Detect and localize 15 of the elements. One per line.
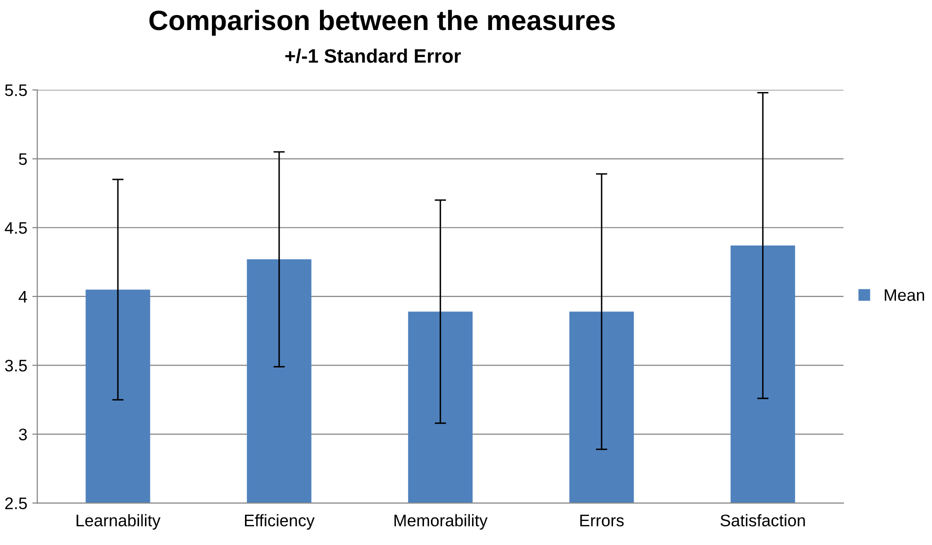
y-tick-label: 5 bbox=[18, 153, 27, 165]
y-tick-label: 4 bbox=[18, 291, 28, 303]
x-tick-label: Errors bbox=[580, 514, 624, 526]
x-tick-label: Satisfaction bbox=[720, 514, 805, 526]
chart-subtitle: +/-1 Standard Error bbox=[285, 48, 461, 64]
x-tick-label: Learnability bbox=[76, 514, 160, 530]
x-tick-label: Memorability bbox=[394, 514, 488, 530]
legend-label: Mean bbox=[884, 289, 924, 301]
x-tick-label: Efficiency bbox=[244, 514, 315, 530]
y-tick-label: 5.5 bbox=[5, 84, 27, 96]
y-tick-label: 3.5 bbox=[5, 360, 27, 372]
y-tick-label: 4.5 bbox=[4, 222, 27, 234]
y-tick-label: 3 bbox=[18, 428, 27, 440]
chart-title: Comparison between the measures bbox=[149, 10, 615, 36]
y-tick-label: 2.5 bbox=[5, 497, 27, 510]
